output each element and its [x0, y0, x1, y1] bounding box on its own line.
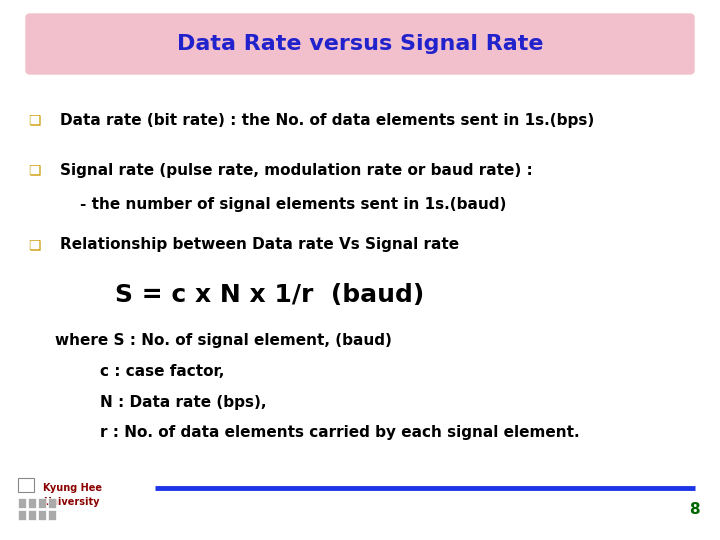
Bar — [18, 498, 26, 508]
Bar — [38, 510, 46, 520]
Text: Kyung Hee: Kyung Hee — [43, 483, 102, 493]
Text: S = c x N x 1/r  (baud): S = c x N x 1/r (baud) — [115, 283, 424, 307]
Bar — [38, 498, 46, 508]
Bar — [18, 478, 34, 492]
Text: Data rate (bit rate) : the No. of data elements sent in 1s.(bps): Data rate (bit rate) : the No. of data e… — [60, 112, 594, 127]
Text: - the number of signal elements sent in 1s.(baud): - the number of signal elements sent in … — [80, 198, 506, 213]
Text: Signal rate (pulse rate, modulation rate or baud rate) :: Signal rate (pulse rate, modulation rate… — [60, 163, 533, 178]
Text: where S : No. of signal element, (baud): where S : No. of signal element, (baud) — [55, 333, 392, 348]
Bar — [28, 510, 36, 520]
Bar — [48, 510, 56, 520]
Bar — [28, 498, 36, 508]
Text: Data Rate versus Signal Rate: Data Rate versus Signal Rate — [176, 34, 544, 54]
FancyBboxPatch shape — [26, 14, 694, 74]
Bar — [18, 510, 26, 520]
Text: University: University — [43, 497, 99, 507]
Text: r : No. of data elements carried by each signal element.: r : No. of data elements carried by each… — [100, 424, 580, 440]
Text: ❏: ❏ — [28, 113, 40, 127]
Text: N : Data rate (bps),: N : Data rate (bps), — [100, 395, 266, 409]
Text: Relationship between Data rate Vs Signal rate: Relationship between Data rate Vs Signal… — [60, 238, 459, 253]
Text: ❏: ❏ — [28, 163, 40, 177]
Text: 8: 8 — [689, 503, 700, 517]
Text: c : case factor,: c : case factor, — [100, 364, 225, 380]
Bar — [48, 498, 56, 508]
Text: ❏: ❏ — [28, 238, 40, 252]
